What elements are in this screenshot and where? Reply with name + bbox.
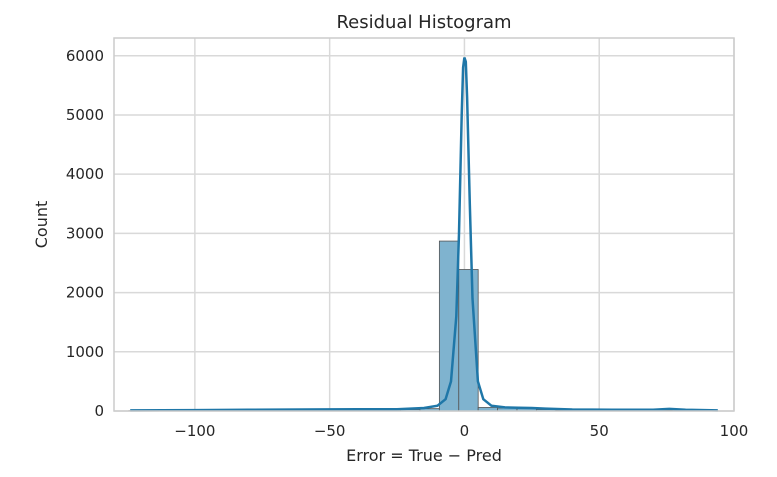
x-tick-label-1: −50 [314, 422, 346, 440]
y-tick-label-6: 6000 [66, 47, 104, 65]
chart-title: Residual Histogram [336, 12, 511, 33]
y-tick-label-5: 5000 [66, 106, 104, 124]
x-axis-label: Error = True − Pred [346, 446, 502, 465]
histogram-bars [128, 240, 719, 412]
kde-curve [130, 57, 718, 412]
y-tick-labels: 0 1000 2000 3000 4000 5000 6000 [66, 47, 104, 420]
x-tick-label-4: 100 [720, 422, 749, 440]
grid-lines [114, 38, 735, 412]
y-tick-label-3: 3000 [66, 224, 104, 242]
y-tick-label-4: 4000 [66, 165, 104, 183]
x-tick-label-3: 50 [590, 422, 609, 440]
y-tick-label-2: 2000 [66, 284, 104, 302]
y-tick-label-1: 1000 [66, 343, 104, 361]
y-axis-label: Count [32, 201, 51, 249]
x-tick-label-2: 0 [460, 422, 470, 440]
plot-frame [113, 37, 735, 412]
y-tick-label-0: 0 [94, 402, 104, 420]
x-tick-labels: −100 −50 0 50 100 [174, 422, 748, 440]
x-tick-label-0: −100 [174, 422, 215, 440]
